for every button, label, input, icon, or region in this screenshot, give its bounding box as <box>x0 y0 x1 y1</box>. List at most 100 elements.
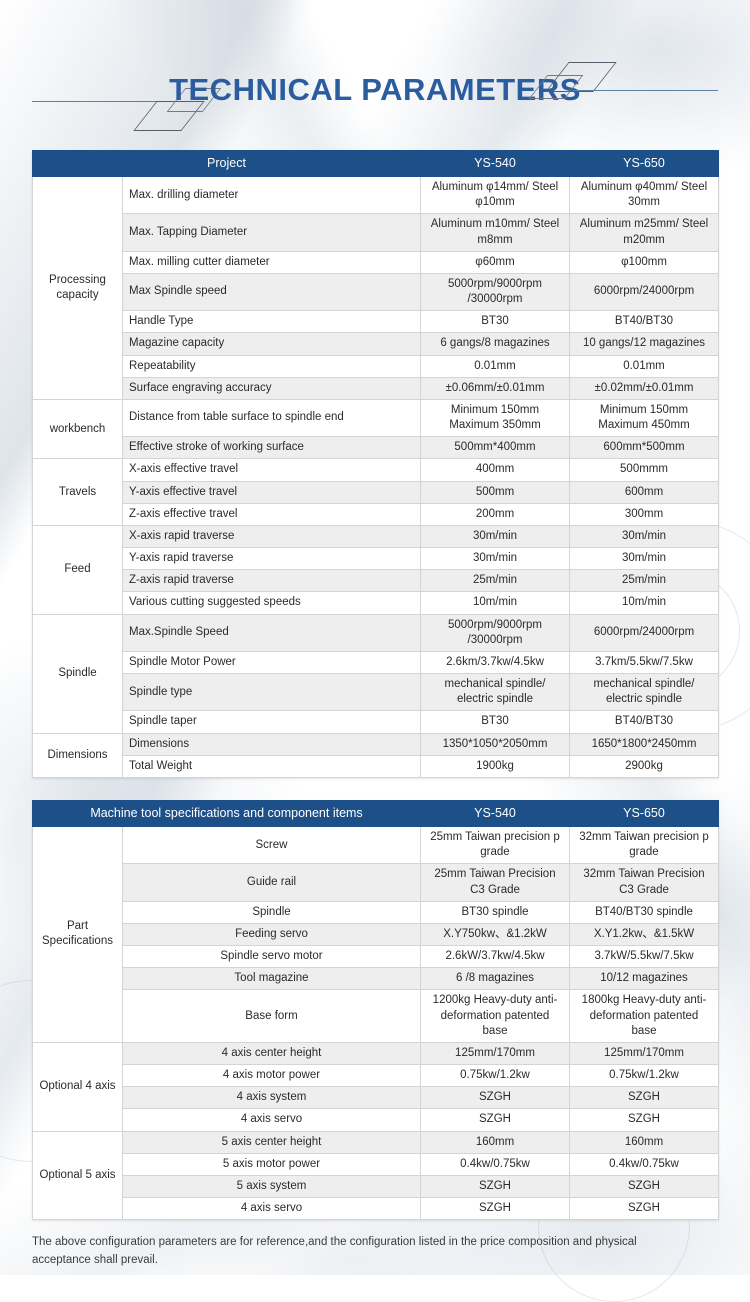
row-group-label: Travels <box>32 458 123 526</box>
column-header-machine-tool-specs: Machine tool specifications and componen… <box>32 799 421 827</box>
spec-value-ys540: 2.6kW/3.7kw/4.5kw <box>420 945 570 969</box>
table-row: 4 axis servo SZGH SZGH <box>33 1197 719 1221</box>
component-specs-table: Machine tool specifications and componen… <box>32 799 719 1221</box>
spec-item-label: Various cutting suggested speeds <box>122 591 421 615</box>
table-row: workbench Distance from table surface to … <box>32 398 719 460</box>
spec-value-ys540: BT30 spindle <box>420 900 570 924</box>
table-row: 4 axis servo SZGH SZGH <box>33 1108 719 1132</box>
table-row: Total Weight 1900kg 2900kg <box>33 754 719 778</box>
table-row: Max. milling cutter diameter φ60mm φ100mm <box>33 250 719 274</box>
column-header-project: Project <box>32 150 421 177</box>
row-group-label: Spindle <box>32 613 123 734</box>
spec-value-ys540: BT30 <box>420 710 570 734</box>
spec-value-ys650: Aluminum φ40mm/ Steel 30mm <box>569 175 719 215</box>
page-header: TECHNICAL PARAMETERS <box>0 0 750 150</box>
spec-value-ys540: 1350*1050*2050mm <box>420 732 570 756</box>
column-header-ys540: YS-540 <box>420 799 570 827</box>
spec-value-ys540: SZGH <box>420 1086 570 1110</box>
table-row: Guide rail 25mm Taiwan Precision C3 Grade… <box>33 863 719 902</box>
spec-item-label: Surface engraving accuracy <box>122 376 421 400</box>
technical-parameters-page: TECHNICAL PARAMETERS Project YS-540 YS-6… <box>0 0 750 1266</box>
table-row: 4 axis system SZGH SZGH <box>33 1086 719 1110</box>
spec-value-ys540: 25mm Taiwan Precision C3 Grade <box>420 863 570 902</box>
spec-value-ys540: 125mm/170mm <box>420 1041 570 1066</box>
spec-value-ys540: 1200kg Heavy-duty anti-deformation paten… <box>420 989 570 1043</box>
spec-value-ys540: 500mm*400mm <box>420 436 570 460</box>
spec-value-ys540: X.Y750kw、&1.2kW <box>420 922 570 947</box>
spec-value-ys650: SZGH <box>569 1108 719 1132</box>
spec-value-ys650: 500mmm <box>569 458 719 482</box>
spec-value-ys540: 2.6km/3.7kw/4.5kw <box>420 650 570 675</box>
table-row: Y-axis effective travel 500mm 600mm <box>33 480 719 504</box>
table-row: Magazine capacity 6 gangs/8 magazines 10 g… <box>33 332 719 356</box>
spec-value-ys650: 10 gangs/12 magazines <box>569 332 719 356</box>
spec-item-label: 4 axis servo <box>122 1108 421 1132</box>
spec-value-ys540: 160mm <box>420 1130 570 1154</box>
spec-value-ys650: 0.01mm <box>569 354 719 378</box>
spec-value-ys540: SZGH <box>420 1108 570 1132</box>
spec-item-label: Max Spindle speed <box>122 272 421 312</box>
table-row: Effective stroke of working surface 500mm… <box>33 436 719 460</box>
spec-item-label: Screw <box>122 825 421 865</box>
spec-value-ys540: 25m/min <box>420 569 570 593</box>
spec-value-ys650: 1650*1800*2450mm <box>569 732 719 756</box>
table-header-row: Machine tool specifications and componen… <box>32 799 719 827</box>
spec-value-ys540: Aluminum m10mm/ Steel m8mm <box>420 213 570 252</box>
spec-item-label: Spindle taper <box>122 710 421 734</box>
table-row: Z-axis rapid traverse 25m/min 25m/min <box>33 569 719 593</box>
specs-table-2-wrap: Machine tool specifications and componen… <box>0 799 750 1221</box>
spec-value-ys650: 125mm/170mm <box>569 1041 719 1066</box>
spec-value-ys650: BT40/BT30 <box>569 310 719 334</box>
spec-value-ys650: 600mm*500mm <box>569 436 719 460</box>
spec-value-ys540: 200mm <box>420 502 570 526</box>
spec-item-label: X-axis rapid traverse <box>122 524 421 549</box>
table-row: Feed X-axis rapid traverse 30m/min 30m/min <box>32 524 719 615</box>
column-header-ys650: YS-650 <box>569 799 719 827</box>
row-group-label: workbench <box>32 398 123 460</box>
spec-value-ys650: ±0.02mm/±0.01mm <box>569 376 719 400</box>
spec-value-ys650: 30m/min <box>569 524 719 549</box>
table-row: Various cutting suggested speeds 10m/min 1… <box>33 591 719 615</box>
spec-value-ys540: 5000rpm/9000rpm /30000rpm <box>420 613 570 652</box>
spec-value-ys650: 6000rpm/24000rpm <box>569 613 719 652</box>
page-title: TECHNICAL PARAMETERS <box>169 72 581 107</box>
technical-specs-table: Project YS-540 YS-650 Processing capacit… <box>32 150 719 778</box>
spec-value-ys650: 0.4kw/0.75kw <box>569 1152 719 1176</box>
spec-value-ys540: BT30 <box>420 310 570 334</box>
spec-value-ys540: 0.4kw/0.75kw <box>420 1152 570 1176</box>
table-row: Spindle servo motor 2.6kW/3.7kw/4.5kw 3.7k… <box>33 945 719 969</box>
spec-item-label: 4 axis servo <box>122 1197 421 1221</box>
spec-item-label: 5 axis motor power <box>122 1152 421 1176</box>
table-row: Y-axis rapid traverse 30m/min 30m/min <box>33 547 719 571</box>
spec-item-label: Max. Tapping Diameter <box>122 213 421 252</box>
spec-value-ys540: 6 /8 magazines <box>420 967 570 991</box>
table-row: Tool magazine 6 /8 magazines 10/12 magazin… <box>33 967 719 991</box>
spec-value-ys540: 5000rpm/9000rpm /30000rpm <box>420 272 570 312</box>
spec-value-ys650: 32mm Taiwan precision p grade <box>569 825 719 865</box>
spec-item-label: Max. drilling diameter <box>122 175 421 215</box>
spec-value-ys540: 6 gangs/8 magazines <box>420 332 570 356</box>
spec-value-ys650: 25m/min <box>569 569 719 593</box>
table-header-row: Project YS-540 YS-650 <box>32 150 719 177</box>
spec-value-ys650: Minimum 150mm Maximum 450mm <box>569 398 719 438</box>
spec-item-label: Magazine capacity <box>122 332 421 356</box>
table-row: Optional 4 axis 4 axis center height 125mm… <box>32 1041 719 1132</box>
spec-value-ys650: SZGH <box>569 1086 719 1110</box>
row-group-label: Optional 4 axis <box>32 1041 123 1132</box>
row-group-label: Dimensions <box>32 732 123 778</box>
spec-item-label: Spindle type <box>122 673 421 712</box>
spec-value-ys650: 10m/min <box>569 591 719 615</box>
spec-value-ys540: 400mm <box>420 458 570 482</box>
spec-value-ys540: φ60mm <box>420 250 570 274</box>
spec-item-label: Feeding servo <box>122 922 421 947</box>
spec-item-label: Y-axis effective travel <box>122 480 421 504</box>
table-row: Spindle BT30 spindle BT40/BT30 spindle <box>33 900 719 924</box>
table-row: Spindle taper BT30 BT40/BT30 <box>33 710 719 734</box>
table-row: Dimensions Dimensions 1350*1050*2050mm 1650… <box>32 732 719 778</box>
spec-value-ys650: SZGH <box>569 1174 719 1199</box>
spec-value-ys650: mechanical spindle/ electric spindle <box>569 673 719 712</box>
spec-item-label: 5 axis center height <box>122 1130 421 1154</box>
spec-item-label: Base form <box>122 989 421 1043</box>
table-row: Spindle Motor Power 2.6km/3.7kw/4.5kw 3.7k… <box>33 650 719 675</box>
spec-item-label: Guide rail <box>122 863 421 902</box>
